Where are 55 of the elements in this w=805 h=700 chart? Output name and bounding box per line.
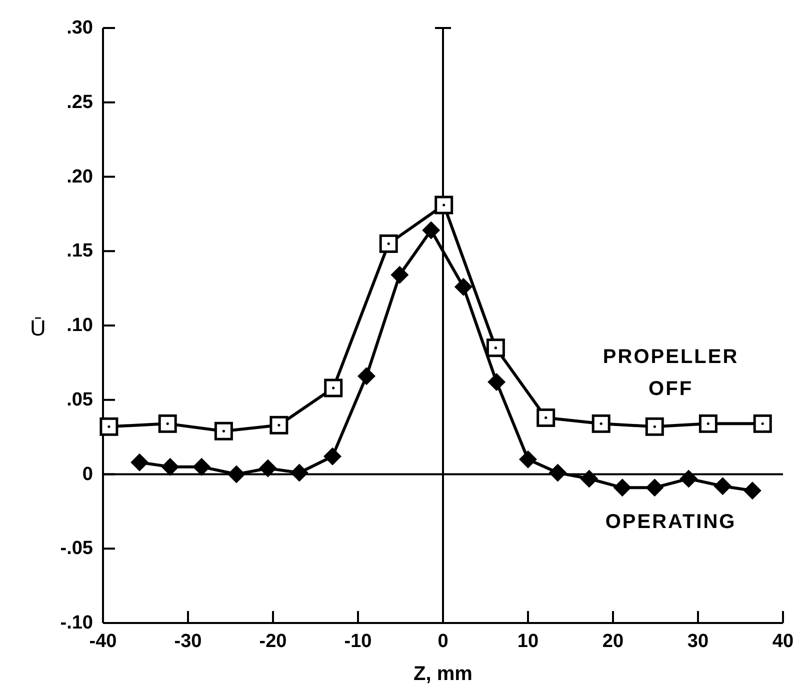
x-tick-label: 30 xyxy=(687,631,709,652)
point xyxy=(592,414,610,433)
annotation: PROPELLER OFF xyxy=(602,346,739,400)
point xyxy=(434,196,454,214)
x-tick-label: 40 xyxy=(772,631,794,652)
point xyxy=(613,478,632,497)
point xyxy=(646,478,664,497)
point xyxy=(422,221,440,240)
point xyxy=(548,464,567,482)
y-tick-label: -.10 xyxy=(60,612,93,634)
x-tick-label: 10 xyxy=(517,631,539,652)
x-tick-label: -40 xyxy=(89,631,117,652)
point xyxy=(324,447,342,466)
point xyxy=(358,367,376,386)
point xyxy=(680,470,698,488)
x-tick-label: -30 xyxy=(174,631,202,652)
point xyxy=(290,464,308,482)
annotation: OPERATING xyxy=(605,510,736,533)
point xyxy=(743,482,762,500)
point xyxy=(753,414,772,433)
x-tick-label: -10 xyxy=(344,631,372,652)
y-tick-label: 0 xyxy=(82,464,93,485)
y-tick-label: .15 xyxy=(66,240,94,262)
point xyxy=(580,470,598,488)
y-tick-label: .05 xyxy=(66,389,94,410)
y-tick-label: .20 xyxy=(66,166,93,188)
x-axis-title: Z, mm xyxy=(414,663,472,685)
y-tick-label: .10 xyxy=(66,315,93,336)
point xyxy=(486,338,505,358)
point xyxy=(100,417,118,436)
point xyxy=(519,450,537,468)
y-axis-title: Ū xyxy=(30,316,46,340)
y-tick-label: -.05 xyxy=(60,538,94,560)
point xyxy=(488,373,506,392)
point xyxy=(324,378,343,398)
point xyxy=(536,408,556,427)
point xyxy=(192,458,211,476)
point xyxy=(390,266,409,284)
x-tick-label: 0 xyxy=(438,631,448,652)
point xyxy=(270,416,288,434)
point xyxy=(161,458,180,476)
point xyxy=(454,278,472,296)
point xyxy=(698,414,718,433)
point xyxy=(227,465,246,484)
point xyxy=(158,414,177,433)
y-tick-label: .25 xyxy=(66,92,94,113)
y-tick-label: .30 xyxy=(66,18,93,38)
point xyxy=(130,453,149,472)
point xyxy=(379,234,398,253)
point xyxy=(258,459,277,478)
point xyxy=(714,477,732,496)
x-tick-label: 20 xyxy=(602,631,624,652)
x-tick-label: -20 xyxy=(259,631,287,652)
point xyxy=(214,422,233,440)
point xyxy=(645,417,664,436)
